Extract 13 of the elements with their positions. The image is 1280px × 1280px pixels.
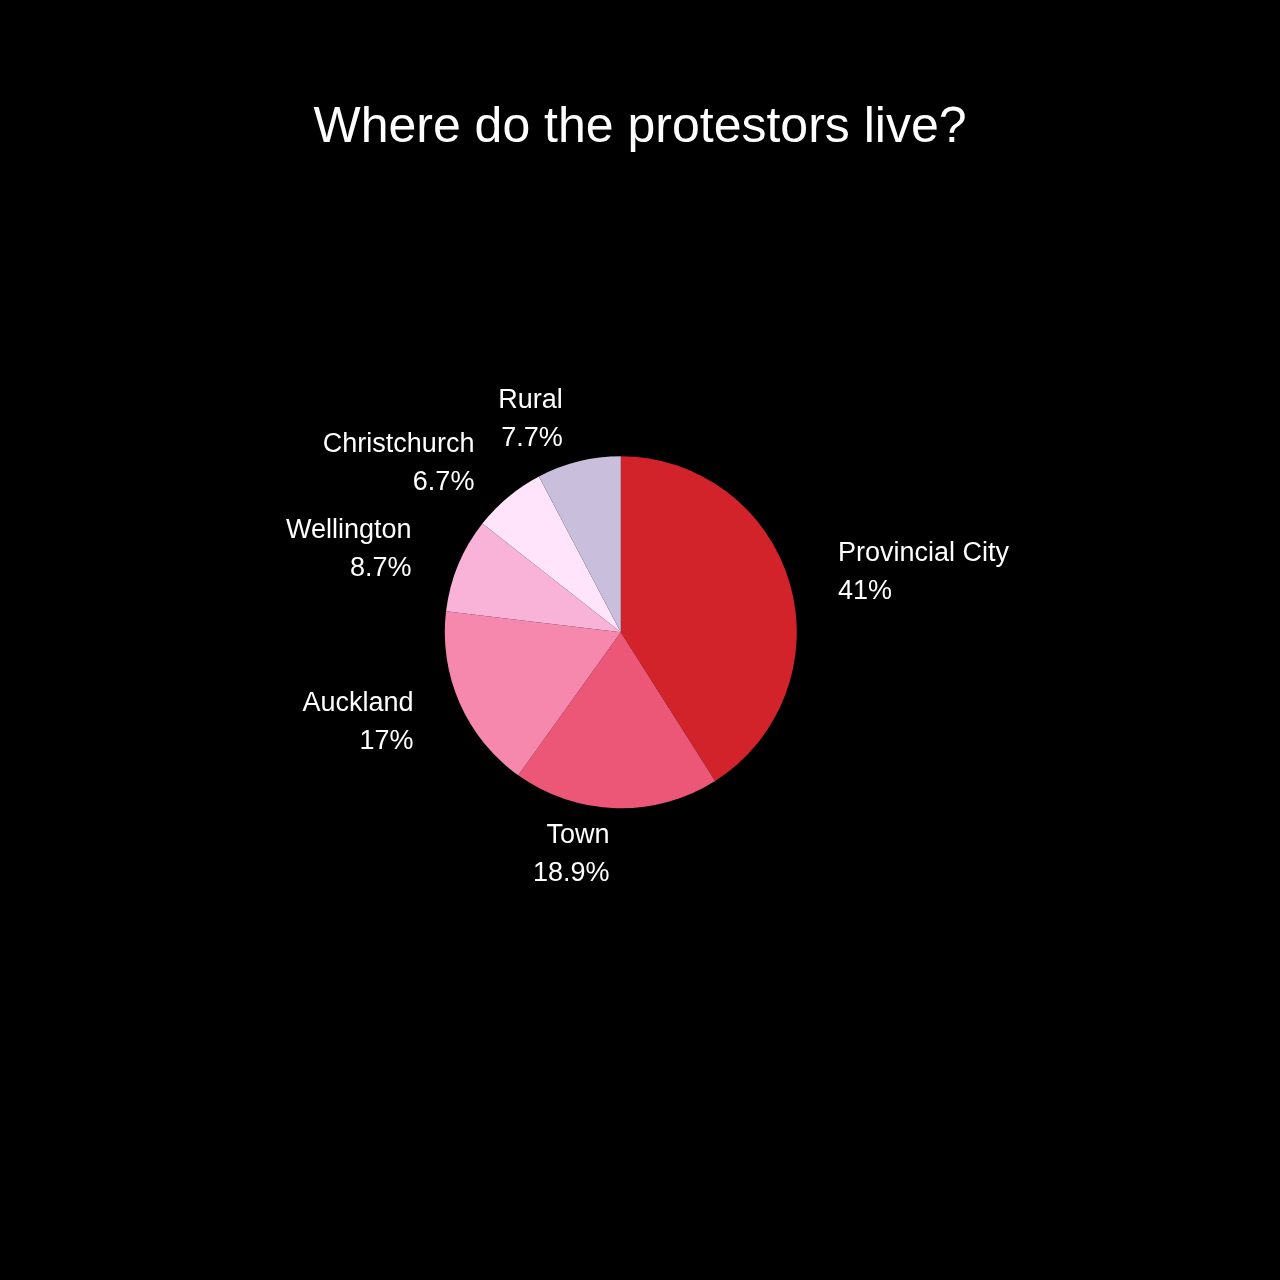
chart-title: Where do the protestors live?	[313, 97, 967, 153]
slice-label: Christchurch	[322, 428, 475, 459]
slice-label: Auckland	[302, 687, 414, 718]
slice-label: Rural	[498, 383, 563, 414]
slice-label: Wellington	[286, 513, 412, 544]
slice-label: Town	[546, 819, 610, 850]
data-label: 6.7%	[412, 466, 475, 497]
slice-label: Provincial City	[838, 536, 1010, 567]
data-label: 17%	[359, 725, 414, 756]
data-label: 7.7%	[501, 421, 563, 452]
data-label: 8.7%	[350, 551, 412, 582]
data-label: 18.9%	[532, 857, 610, 888]
data-label: 41%	[838, 574, 893, 605]
